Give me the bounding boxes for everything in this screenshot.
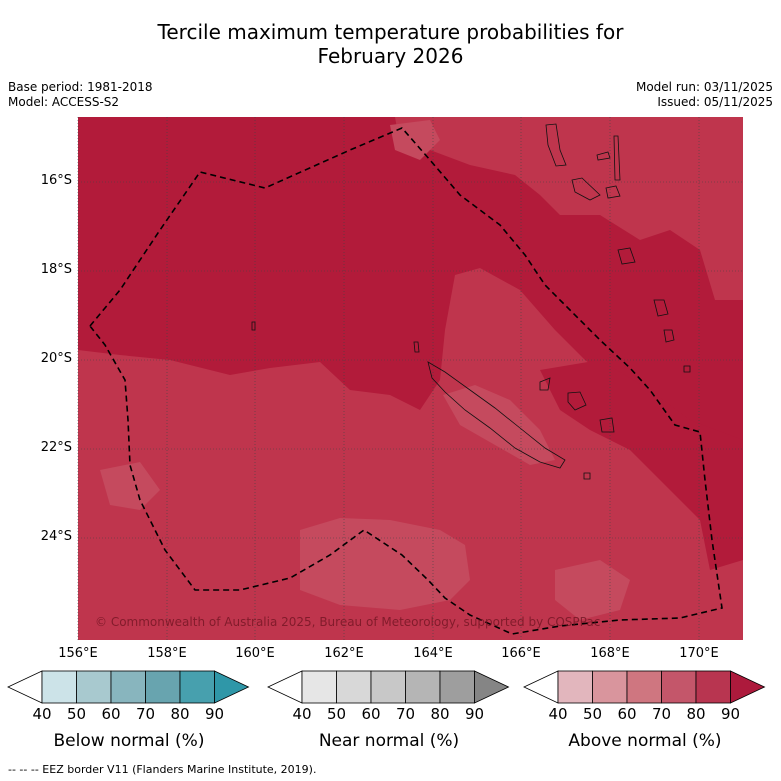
vanuatu-1 [545,123,567,167]
colorbar-extend-high [730,670,766,704]
island-small-3 [583,472,591,480]
field-patch-3 [100,462,160,510]
colorbar-tick: 40 [548,705,568,723]
colorbar-tick: 70 [395,705,416,723]
field-patch-dark [540,360,743,570]
lat-label: 22°S [40,440,72,455]
title-line-1: Tercile maximum temperature probabilitie… [157,20,624,44]
field-patch-1 [443,385,555,465]
colorbar-segment [626,670,662,704]
field-region-south [78,268,743,640]
base-period: Base period: 1981-2018 [8,80,153,94]
lon-label: 160°E [235,646,275,661]
vanuatu-3 [571,177,601,201]
eez-border [88,127,723,635]
island-small-1 [683,365,691,373]
title-line-2: February 2026 [317,44,464,68]
colorbar-segment [41,670,77,704]
colorbar-tick: 60 [101,705,121,723]
colorbar-segment [405,670,441,704]
colorbar-segment [695,670,731,704]
colorbar-title: Below normal (%) [53,731,205,751]
colorbar-extend-low [267,670,303,704]
colorbar-tick: 90 [720,705,741,723]
colorbar-tick: 60 [617,705,637,723]
lon-label: 156°E [58,646,98,661]
colorbar-tick: 40 [292,705,312,723]
colorbar-title: Above normal (%) [568,731,722,751]
new-caledonia-outline [427,361,566,469]
colorbar-tick: 70 [135,705,156,723]
colorbar-segment [179,670,215,704]
vanuatu-4 [613,135,621,181]
colorbar-segment [336,670,372,704]
colorbar-tick: 90 [464,705,485,723]
colorbar-tick: 70 [651,705,672,723]
map-title: Tercile maximum temperature probabilitie… [0,20,781,68]
colorbar-extend-high [474,670,510,704]
vanuatu-7 [653,299,669,317]
colorbar-segment [76,670,112,704]
colorbar-segment [592,670,628,704]
model-name: Model: ACCESS-S2 [8,95,120,109]
colorbar-segment [145,670,181,704]
colorbar-extend-low [7,670,43,704]
colorbar-extend-low [523,670,559,704]
vanuatu-5 [605,185,621,199]
colorbar-title: Near normal (%) [318,731,460,751]
eez-legend-footer: -- -- -- EEZ border V11 (Flanders Marine… [8,763,317,776]
colorbar-segment [370,670,406,704]
vanuatu-6 [617,247,636,265]
lon-label: 166°E [501,646,541,661]
vanuatu-2 [596,151,611,161]
loyalty-island-2 [567,391,587,411]
lon-label: 164°E [413,646,453,661]
colorbar-tick: 90 [204,705,225,723]
field-patch-4 [555,560,630,620]
colorbar-segment [661,670,697,704]
lon-label: 158°E [147,646,187,661]
colorbar-tick: 50 [582,705,603,723]
lon-label: 168°E [590,646,630,661]
loyalty-island-3 [599,417,615,433]
island-small-4 [413,341,420,353]
lon-label: 170°E [679,646,719,661]
field-patch-5 [390,120,440,160]
colorbar-extend-high [214,670,250,704]
meta-right: Model run: 03/11/2025 Issued: 05/11/2025 [636,80,773,110]
colorbar-tick: 80 [430,705,450,723]
colorbars [7,670,766,704]
island-small-2 [251,321,256,331]
lon-label: 162°E [324,646,364,661]
colorbar-tick: 40 [32,705,52,723]
colorbar-segment [439,670,475,704]
colorbar-tick: 50 [66,705,87,723]
issued-date: Issued: 05/11/2025 [657,95,773,109]
probability-field [78,117,743,640]
land-outlines [251,123,691,480]
copyright-notice: © Commonwealth of Australia 2025, Bureau… [95,615,601,629]
field-region-east [395,117,743,300]
lat-label: 16°S [40,173,72,188]
lat-label: 20°S [40,351,72,366]
model-run: Model run: 03/11/2025 [635,80,773,94]
field-patch-2 [300,518,470,610]
colorbar-segment [557,670,593,704]
colorbar-segment [110,670,146,704]
lat-label: 18°S [40,262,72,277]
colorbar-tick: 50 [326,705,347,723]
colorbar-tick: 80 [686,705,706,723]
lat-label: 24°S [40,529,72,544]
vanuatu-8 [663,329,675,343]
loyalty-island-1 [539,377,551,391]
colorbar-tick: 80 [170,705,190,723]
colorbar-tick: 60 [361,705,381,723]
meta-left: Base period: 1981-2018 Model: ACCESS-S2 [8,80,153,110]
colorbar-segment [301,670,337,704]
